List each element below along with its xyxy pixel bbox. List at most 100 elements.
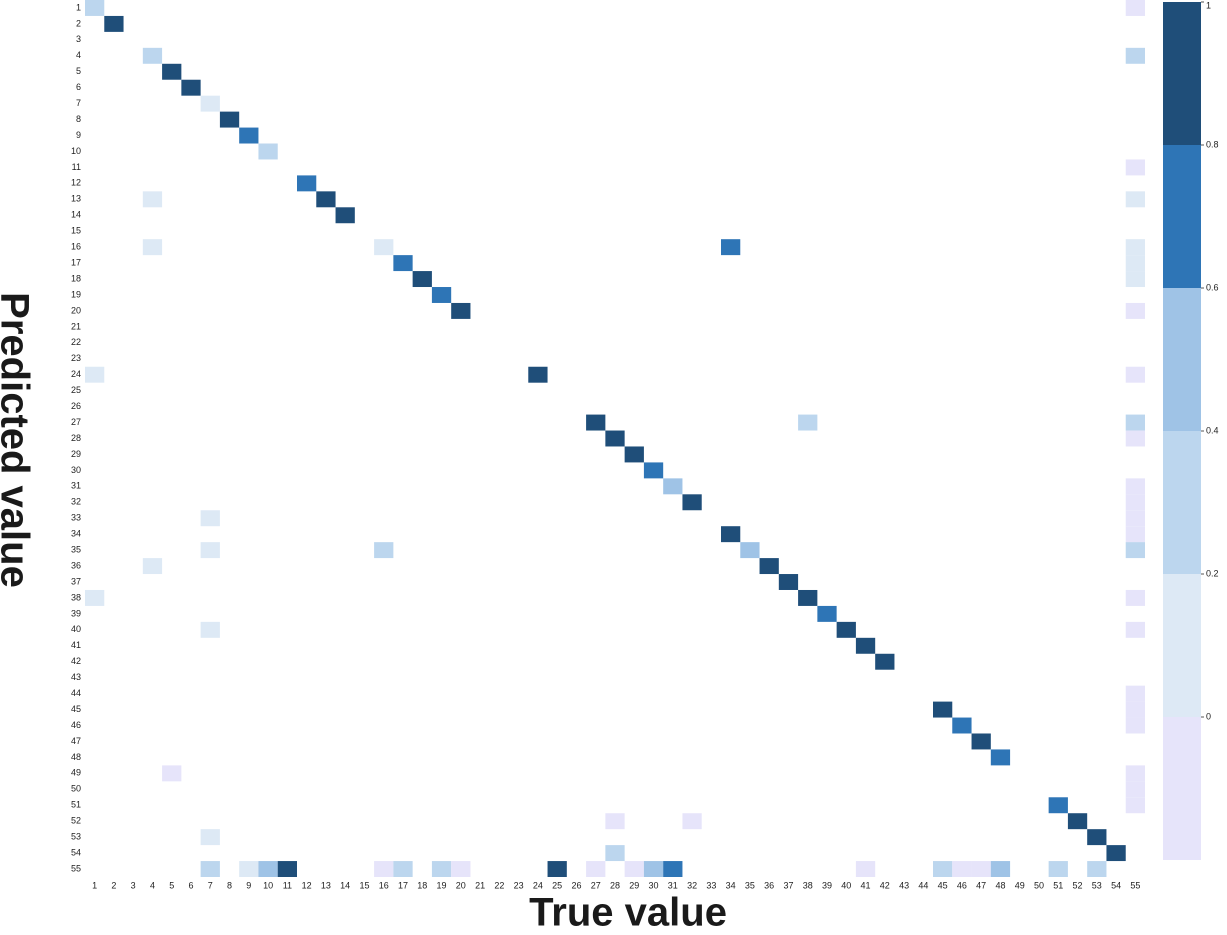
cell bbox=[181, 79, 201, 96]
cell bbox=[798, 414, 818, 431]
x-tick-label: 34 bbox=[726, 880, 736, 890]
cell bbox=[1125, 47, 1145, 64]
cell bbox=[200, 542, 220, 559]
colorbar-tick-label: 0.4 bbox=[1206, 425, 1219, 435]
cell bbox=[1125, 765, 1145, 782]
cell bbox=[431, 861, 452, 877]
cell bbox=[85, 0, 105, 16]
colorbar-segment bbox=[1163, 145, 1201, 288]
cell bbox=[605, 813, 625, 830]
y-axis-label: Predicted value bbox=[0, 292, 36, 588]
y-tick-label: 29 bbox=[71, 449, 81, 459]
cell bbox=[1125, 239, 1145, 256]
x-tick-label: 5 bbox=[169, 880, 174, 890]
cell bbox=[933, 701, 953, 718]
cell bbox=[605, 430, 625, 447]
cell bbox=[258, 143, 278, 160]
x-tick-label: 21 bbox=[475, 880, 485, 890]
x-tick-label: 52 bbox=[1073, 880, 1083, 890]
x-tick-label: 10 bbox=[263, 880, 273, 890]
cell bbox=[85, 366, 105, 383]
x-tick-label: 3 bbox=[131, 880, 136, 890]
cell bbox=[605, 845, 625, 862]
y-tick-label: 12 bbox=[71, 178, 81, 188]
cell bbox=[1125, 494, 1145, 511]
colorbar-tick-label: 0.6 bbox=[1206, 282, 1219, 292]
x-tick-label: 46 bbox=[957, 880, 967, 890]
cell bbox=[1125, 797, 1145, 814]
x-tick-label: 4 bbox=[150, 880, 155, 890]
y-tick-label: 49 bbox=[71, 768, 81, 778]
y-tick-label: 17 bbox=[71, 257, 81, 267]
cell bbox=[200, 510, 220, 527]
cell bbox=[1125, 526, 1145, 543]
y-tick-label: 31 bbox=[71, 481, 81, 491]
cell bbox=[200, 861, 220, 877]
cell bbox=[1125, 717, 1145, 734]
cell bbox=[778, 574, 799, 590]
cell bbox=[759, 558, 779, 575]
cell bbox=[1125, 542, 1145, 559]
y-tick-label: 18 bbox=[71, 273, 81, 283]
cell bbox=[1125, 159, 1145, 176]
y-tick-label: 13 bbox=[71, 194, 81, 204]
colorbar-segment bbox=[1163, 574, 1201, 717]
x-tick-label: 30 bbox=[649, 880, 659, 890]
y-tick-label: 28 bbox=[71, 433, 81, 443]
cell bbox=[277, 861, 297, 877]
cell bbox=[142, 558, 163, 575]
x-tick-label: 43 bbox=[899, 880, 909, 890]
y-tick-label: 24 bbox=[71, 369, 81, 379]
cell bbox=[952, 861, 972, 877]
x-tick-label: 51 bbox=[1053, 880, 1063, 890]
x-tick-label: 24 bbox=[533, 880, 543, 890]
y-tick-label: 34 bbox=[71, 529, 81, 539]
cell bbox=[721, 239, 741, 256]
x-tick-label: 55 bbox=[1130, 880, 1140, 890]
cell bbox=[1125, 430, 1145, 447]
cell bbox=[586, 414, 606, 431]
cell bbox=[1125, 621, 1145, 638]
x-tick-label: 15 bbox=[359, 880, 369, 890]
y-tick-label: 41 bbox=[71, 640, 81, 650]
y-tick-label: 43 bbox=[71, 672, 81, 682]
y-tick-label: 44 bbox=[71, 688, 81, 698]
cell bbox=[162, 63, 182, 80]
cell bbox=[1125, 302, 1145, 319]
cell bbox=[682, 813, 702, 830]
y-tick-label: 3 bbox=[76, 34, 81, 44]
cell bbox=[451, 861, 471, 877]
y-tick-label: 38 bbox=[71, 592, 81, 602]
cell bbox=[200, 829, 220, 846]
x-tick-label: 50 bbox=[1034, 880, 1044, 890]
x-tick-label: 20 bbox=[456, 880, 466, 890]
x-tick-label: 54 bbox=[1111, 880, 1121, 890]
cell bbox=[971, 733, 991, 750]
x-tick-label: 38 bbox=[803, 880, 813, 890]
colorbar-segment bbox=[1163, 288, 1201, 431]
y-tick-label: 10 bbox=[71, 146, 81, 156]
cell bbox=[412, 271, 432, 288]
y-tick-label: 46 bbox=[71, 720, 81, 730]
y-tick-label: 36 bbox=[71, 560, 81, 570]
cell bbox=[682, 494, 702, 511]
cell bbox=[1125, 510, 1145, 527]
y-tick-label: 54 bbox=[71, 847, 81, 857]
cell bbox=[297, 175, 317, 192]
cell bbox=[142, 191, 163, 208]
x-tick-label: 36 bbox=[764, 880, 774, 890]
cell bbox=[971, 861, 991, 877]
y-tick-label: 30 bbox=[71, 465, 81, 475]
x-tick-label: 27 bbox=[591, 880, 601, 890]
x-tick-label: 1 bbox=[92, 880, 97, 890]
y-tick-label: 1 bbox=[76, 2, 81, 12]
y-tick-label: 45 bbox=[71, 704, 81, 714]
cell bbox=[142, 47, 163, 64]
x-tick-label: 44 bbox=[918, 880, 928, 890]
colorbar-tick-label: 0.2 bbox=[1206, 568, 1219, 578]
cell bbox=[393, 861, 413, 877]
cell bbox=[875, 653, 895, 670]
y-tick-label: 20 bbox=[71, 305, 81, 315]
colorbar-segment bbox=[1163, 2, 1201, 145]
y-tick-label: 2 bbox=[76, 18, 81, 28]
